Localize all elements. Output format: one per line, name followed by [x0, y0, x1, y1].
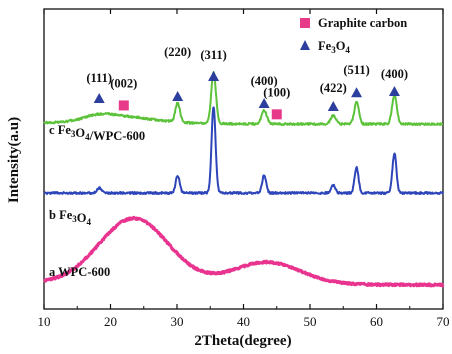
x-tick-label: 50 [304, 314, 317, 329]
legend-graphite-marker [300, 18, 310, 28]
x-ticks: 10 20 30 40 50 60 70 [38, 9, 450, 329]
legend: Graphite carbon Fe3O4 [300, 16, 407, 55]
series-line-b [43, 106, 444, 195]
peak-label: (111) [86, 71, 112, 85]
fe3o4-marker [258, 98, 270, 108]
legend-graphite-label: Graphite carbon [318, 16, 407, 30]
curve-label-a: a WPC-600 [49, 265, 110, 279]
peak-label: (422) [320, 81, 347, 95]
x-tick-label: 60 [370, 314, 383, 329]
x-tick-label: 20 [104, 314, 117, 329]
peak-annotations: (111)(002)(220) (311)(400)(100) (422)(511)… [86, 45, 408, 120]
series-group [43, 71, 445, 288]
graphite-marker [271, 109, 282, 120]
series-line-c [43, 71, 444, 126]
series-line-a [43, 215, 445, 288]
fe3o4-marker [208, 71, 220, 81]
fe3o4-marker [327, 101, 339, 111]
peak-label: (100) [263, 85, 290, 99]
fe3o4-marker [93, 93, 105, 103]
peak-label: (400) [381, 67, 408, 81]
curve-label-b: b Fe3O4 [49, 208, 92, 227]
x-tick-label: 10 [38, 314, 51, 329]
legend-fe3o4-marker [300, 40, 310, 50]
peak-label: (511) [343, 63, 369, 77]
x-tick-label: 40 [237, 314, 250, 329]
peak-label: (220) [164, 45, 191, 59]
x-tick-label: 70 [437, 314, 450, 329]
fe3o4-marker [351, 87, 363, 98]
peak-label: (002) [110, 76, 137, 90]
curve-labels: c Fe3O4/WPC-600 b Fe3O4 a WPC-600 [49, 123, 145, 279]
peak-label: (311) [200, 48, 226, 62]
x-tick-label: 30 [171, 314, 184, 329]
fe3o4-marker [172, 91, 184, 101]
legend-fe3o4-label: Fe3O4 [318, 39, 350, 55]
peak-label: (400) [251, 74, 278, 88]
x-axis-title: 2Theta(degree) [194, 333, 291, 349]
fe3o4-marker [388, 86, 400, 96]
curve-label-c: c Fe3O4/WPC-600 [49, 123, 145, 143]
graphite-marker [118, 100, 129, 111]
y-axis-title: Intensity(a.u) [6, 117, 22, 203]
